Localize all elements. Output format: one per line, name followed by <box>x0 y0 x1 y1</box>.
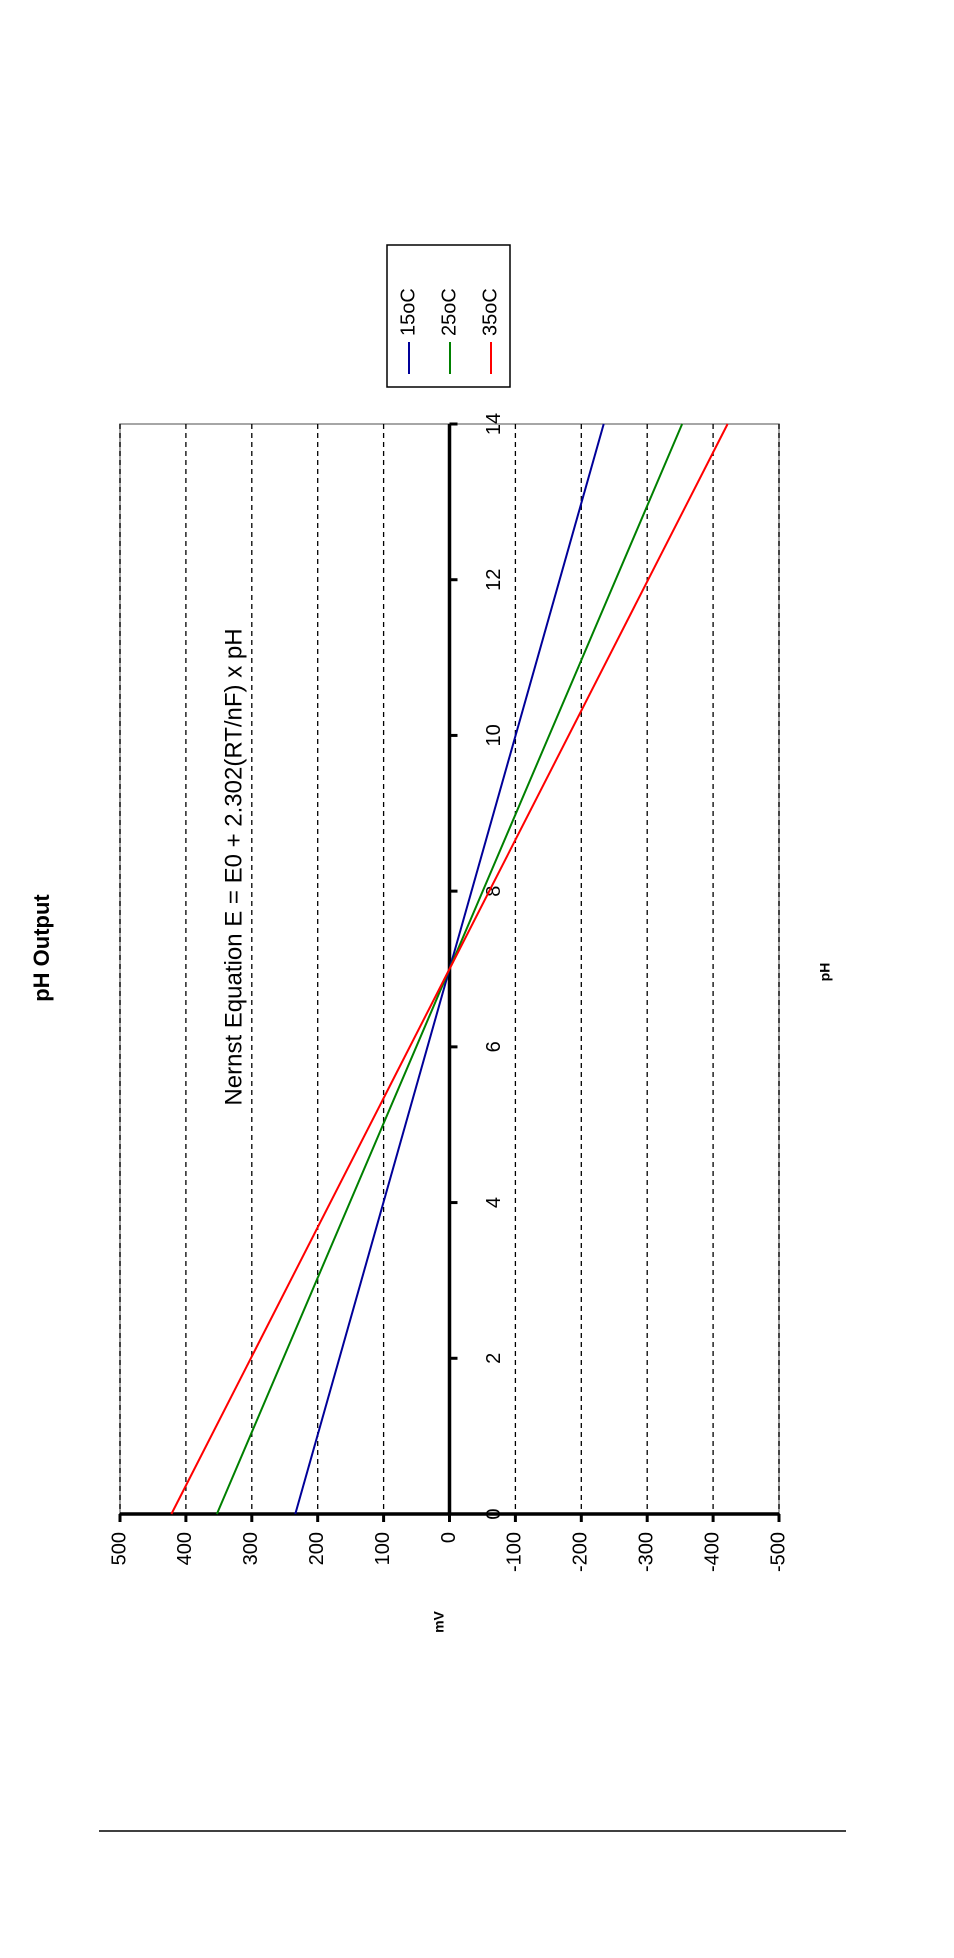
y-tick-label: 300 <box>240 1532 262 1565</box>
y-tick-label: 400 <box>174 1532 196 1565</box>
series-line <box>170 423 729 1515</box>
y-tick-label: -400 <box>701 1532 723 1572</box>
legend-label: 25oC <box>438 288 460 336</box>
y-tick-label: -500 <box>767 1532 789 1572</box>
x-tick-label: 10 <box>483 724 505 746</box>
legend <box>386 244 511 388</box>
annotation: Nernst Equation E = E0 + 2.302(RT/nF) x … <box>220 628 247 1105</box>
x-tick-label: 14 <box>483 413 505 435</box>
legend-label: 15oC <box>397 288 419 336</box>
x-tick-label: 6 <box>483 1041 505 1052</box>
x-axis-label: pH <box>817 963 833 982</box>
y-tick-label: 500 <box>108 1532 130 1565</box>
x-tick-label: 2 <box>483 1353 505 1364</box>
y-tick-label: -100 <box>504 1532 526 1572</box>
x-tick-label: 4 <box>483 1197 505 1208</box>
y-tick-label: 100 <box>372 1532 394 1565</box>
y-tick-label: -200 <box>570 1532 592 1572</box>
y-axis-label: mV <box>431 1610 447 1632</box>
x-tick-label: 12 <box>483 569 505 591</box>
y-tick-label: 0 <box>438 1532 460 1543</box>
x-tick-label: 0 <box>483 1508 505 1519</box>
y-tick-label: -300 <box>635 1532 657 1572</box>
chart-title: pH Output <box>29 894 54 1002</box>
x-tick-label: 8 <box>483 886 505 897</box>
y-tick-label: 200 <box>306 1532 328 1565</box>
legend-label: 35oC <box>479 288 501 336</box>
